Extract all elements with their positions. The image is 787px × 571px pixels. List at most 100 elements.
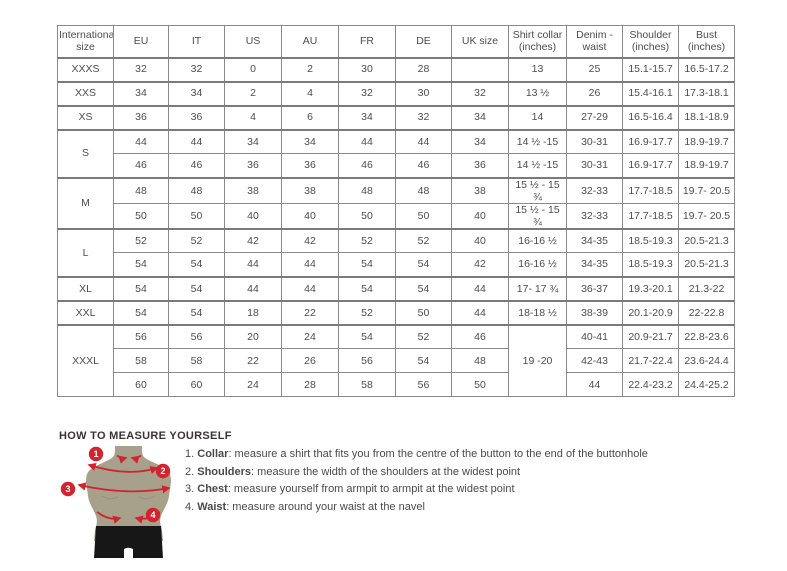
international-size-cell: L xyxy=(57,227,114,278)
table-cell: 2 xyxy=(281,56,339,82)
figure-marker-1: 1 xyxy=(88,446,104,462)
table-cell: 22 xyxy=(224,348,282,374)
table-row: 54 54 44 44 54 54 42 16-16 ½ 34-35 18.5-19.3 20.5-… xyxy=(58,252,735,278)
table-cell: 46 xyxy=(113,153,169,178)
table-row: S 44 44 34 34 44 44 34 14 ½ -15 30-31 16.9-17.7 18.… xyxy=(57,128,735,178)
table-cell: 54 xyxy=(113,275,169,302)
table-cell: 38 xyxy=(224,176,282,204)
table-cell: 44 xyxy=(395,128,452,154)
table-cell: 50 xyxy=(451,372,509,398)
table-cell: 38 xyxy=(451,176,509,204)
table-cell: 44 xyxy=(168,128,225,154)
table-cell: 36 xyxy=(451,153,509,178)
header-bust: Bust (inches) xyxy=(678,25,735,58)
table-cell: 32 xyxy=(113,56,169,82)
table-cell: 34 xyxy=(113,80,169,106)
table-row: XXS 34 34 2 4 32 30 32 13 ½ 26 15.4-16.1 17.3-18.1 xyxy=(57,80,735,106)
table-cell: 56 xyxy=(113,323,169,350)
measure-guide-title: HOW TO MEASURE YOURSELF xyxy=(59,430,232,442)
step-label: Collar xyxy=(197,448,229,460)
table-cell: 40-41 xyxy=(566,323,623,350)
table-header-row: International size EU IT US AU FR DE UK … xyxy=(57,25,735,58)
table-cell: 36 xyxy=(113,104,169,130)
table-cell: 40 xyxy=(224,202,282,230)
table-cell: 18.9-19.7 xyxy=(678,153,735,178)
international-size-cell: XXXL xyxy=(57,323,114,398)
table-cell: 52 xyxy=(395,323,452,350)
table-cell: 34 xyxy=(168,80,225,106)
table-cell: 54 xyxy=(168,275,225,302)
table-cell: 22 xyxy=(281,299,339,326)
table-cell: 40 xyxy=(281,202,339,230)
table-cell: 52 xyxy=(168,227,225,254)
table-cell: 16-16 ½ xyxy=(508,227,567,254)
size-chart-table: International size EU IT US AU FR DE UK … xyxy=(57,25,735,398)
table-cell: 48 xyxy=(113,176,169,204)
table-cell: 15.4-16.1 xyxy=(622,80,679,106)
step-text: : measure the width of the shoulders at … xyxy=(251,465,521,478)
table-cell: 19.7- 20.5 xyxy=(678,202,735,230)
table-cell: 56 xyxy=(168,323,225,350)
table-cell: 15.1-15.7 xyxy=(622,56,679,82)
svg-text:4: 4 xyxy=(150,510,155,520)
table-cell: 17- 17 ¾ xyxy=(508,275,567,302)
table-cell: 48 xyxy=(168,176,225,204)
table-cell: 14 ½ -15 xyxy=(508,153,567,178)
table-row: XXXL 56 56 20 24 54 52 46 19 -20 40-41 20.9-21.7 22… xyxy=(57,323,735,398)
table-cell: 48 xyxy=(338,176,396,204)
step-text: : measure around your waist at the navel xyxy=(226,500,425,513)
waist-measure-arrow-left xyxy=(96,511,122,524)
svg-text:1: 1 xyxy=(93,449,98,459)
step-number: 1. xyxy=(185,448,195,460)
figure-marker-2: 2 xyxy=(155,463,171,479)
table-cell: 13 xyxy=(508,56,567,82)
step-number: 4. xyxy=(185,500,195,513)
table-cell: 44 xyxy=(113,128,169,154)
international-size-cell: XS xyxy=(57,104,114,130)
header-it: IT xyxy=(168,25,225,58)
header-us: US xyxy=(224,25,282,58)
table-cell: 18.1-18.9 xyxy=(678,104,735,130)
collar-measure-arrow-right xyxy=(130,454,142,464)
table-row: 50 50 40 40 50 50 40 15 ½ - 15 ¾ 32-33 17.7-18.5 1… xyxy=(58,202,735,230)
table-cell: 42 xyxy=(224,227,282,254)
table-cell xyxy=(451,56,509,82)
table-cell: 34 xyxy=(281,128,339,154)
table-cell: 14 ½ -15 xyxy=(508,128,567,154)
international-size-cell: XXXS xyxy=(57,56,114,82)
table-cell: 44 xyxy=(281,275,339,302)
table-cell: 30 xyxy=(395,80,452,106)
header-uk-size: UK size xyxy=(451,25,509,58)
table-cell: 18.9-19.7 xyxy=(678,128,735,154)
table-cell: 16-16 ½ xyxy=(508,252,567,278)
table-cell: 56 xyxy=(395,372,452,398)
table-cell: 52 xyxy=(338,299,396,326)
measure-steps: 1. Collar: measure a shirt that fits you… xyxy=(185,448,648,518)
table-row: L 52 52 42 42 52 52 40 16-16 ½ 34-35 18.5-19.3 20.5… xyxy=(57,227,735,278)
table-cell: 60 xyxy=(113,372,169,398)
table-cell: 19.7- 20.5 xyxy=(678,176,735,204)
table-cell: 32-33 xyxy=(566,202,623,230)
step-number: 3. xyxy=(185,483,195,496)
table-cell: 17.7-18.5 xyxy=(622,202,679,230)
table-cell: 44 xyxy=(338,128,396,154)
figure-marker-3: 3 xyxy=(60,481,76,497)
chest-measure-arrow xyxy=(77,482,171,494)
table-cell: 18.5-19.3 xyxy=(622,252,679,278)
measurement-figure: 1 2 3 4 xyxy=(58,444,188,566)
table-cell: 44 xyxy=(224,252,282,278)
table-cell: 56 xyxy=(338,348,396,374)
table-cell: 58 xyxy=(113,348,169,374)
table-cell: 34-35 xyxy=(566,252,623,278)
step-text: : measure yourself from armpit to armpit… xyxy=(227,483,515,496)
table-cell: 44 xyxy=(451,275,509,302)
table-cell: 20 xyxy=(224,323,282,350)
table-row: XL 54 54 44 44 54 54 44 17- 17 ¾ 36-37 19.3-20.1 21… xyxy=(57,275,735,302)
table-cell: 50 xyxy=(113,202,169,230)
table-cell: 27-29 xyxy=(566,104,623,130)
table-cell: 32 xyxy=(338,80,396,106)
table-cell: 54 xyxy=(168,252,225,278)
table-cell: 60 xyxy=(168,372,225,398)
table-cell: 46 xyxy=(168,153,225,178)
table-cell: 44 xyxy=(566,372,623,398)
